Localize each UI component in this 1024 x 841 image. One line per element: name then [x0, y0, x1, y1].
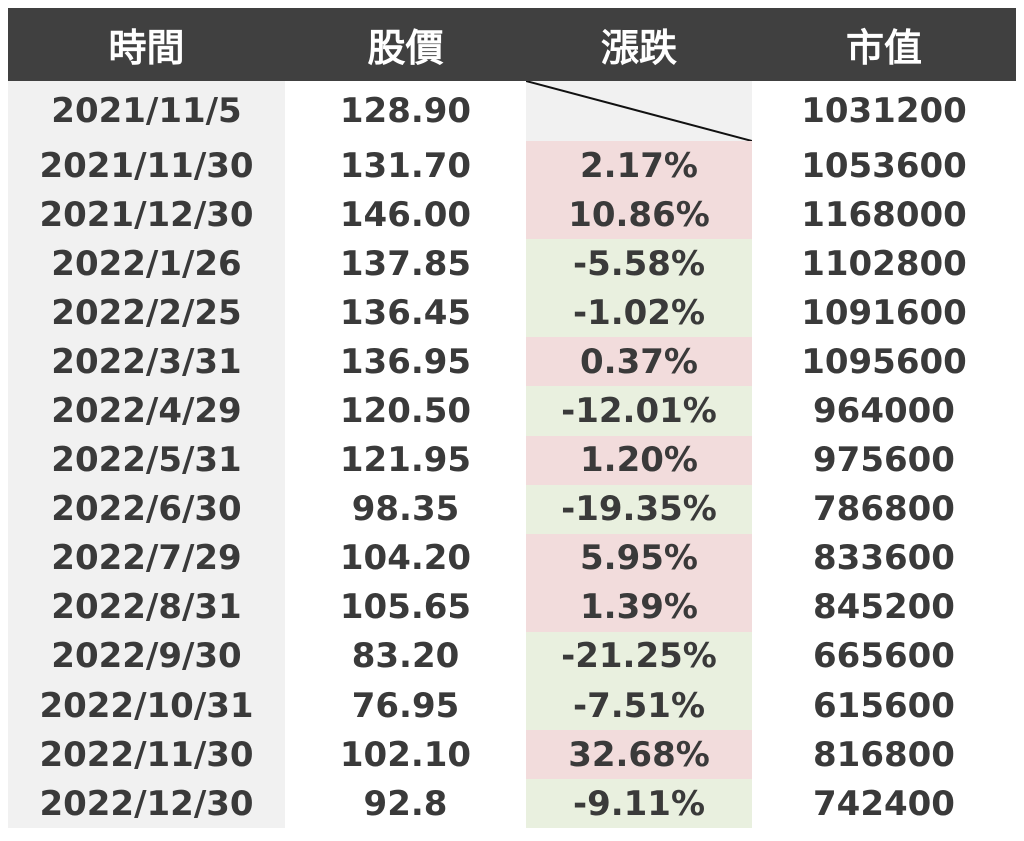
table-row: 2022/11/30 102.10 32.68% 816800 [8, 730, 1016, 780]
market-value-cell: 816800 [752, 730, 1016, 780]
table-row: 2022/7/29 104.20 5.95% 833600 [8, 533, 1016, 583]
market-value-cell: 1031200 [752, 81, 1016, 141]
price-cell: 92.8 [285, 779, 526, 829]
date-cell: 2022/7/29 [8, 533, 285, 583]
date-cell: 2022/11/30 [8, 730, 285, 780]
change-cell: 0.37% [526, 337, 752, 387]
date-cell: 2022/8/31 [8, 582, 285, 632]
table-row: 2022/2/25 136.45 -1.02% 1091600 [8, 288, 1016, 338]
table-row: 2022/9/30 83.20 -21.25% 665600 [8, 631, 1016, 682]
header-market-value: 市值 [845, 26, 922, 70]
date-cell: 2022/1/26 [8, 239, 285, 289]
price-cell: 83.20 [285, 631, 526, 682]
change-cell: 10.86% [526, 190, 752, 240]
price-cell: 131.70 [285, 141, 526, 191]
table-row: 2022/12/30 92.8 -9.11% 742400 [8, 779, 1016, 829]
change-cell: 2.17% [526, 141, 752, 191]
change-cell: -7.51% [526, 681, 752, 731]
header-change: 漲跌 [600, 26, 677, 70]
change-cell: -5.58% [526, 239, 752, 289]
table-row: 2022/3/31 136.95 0.37% 1095600 [8, 337, 1016, 387]
header-price: 股價 [367, 26, 444, 70]
table-row: 2022/10/31 76.95 -7.51% 615600 [8, 681, 1016, 731]
price-cell: 104.20 [285, 533, 526, 583]
price-cell: 137.85 [285, 239, 526, 289]
price-cell: 98.35 [285, 484, 526, 534]
market-value-cell: 742400 [752, 779, 1016, 829]
market-value-cell: 1168000 [752, 190, 1016, 240]
table-row: 2022/5/31 121.95 1.20% 975600 [8, 435, 1016, 485]
market-value-cell: 964000 [752, 386, 1016, 436]
date-cell: 2021/11/5 [8, 81, 285, 141]
change-cell: 1.20% [526, 435, 752, 485]
change-cell: 32.68% [526, 730, 752, 780]
date-cell: 2022/4/29 [8, 386, 285, 436]
date-cell: 2022/9/30 [8, 631, 285, 682]
market-value-cell: 1102800 [752, 239, 1016, 289]
price-cell: 121.95 [285, 435, 526, 485]
date-cell: 2021/11/30 [8, 141, 285, 191]
price-cell: 136.95 [285, 337, 526, 387]
market-value-cell: 833600 [752, 533, 1016, 583]
date-cell: 2022/10/31 [8, 681, 285, 731]
market-value-cell: 615600 [752, 681, 1016, 731]
table-row: 2022/8/31 105.65 1.39% 845200 [8, 582, 1016, 632]
date-cell: 2022/12/30 [8, 779, 285, 829]
table-row: 2021/11/5 128.90 1031200 [8, 81, 1016, 141]
price-cell: 102.10 [285, 730, 526, 780]
date-cell: 2021/12/30 [8, 190, 285, 240]
change-cell: 5.95% [526, 533, 752, 583]
date-cell: 2022/3/31 [8, 337, 285, 387]
diagonal-slash [526, 81, 752, 141]
date-cell: 2022/2/25 [8, 288, 285, 338]
change-cell: -19.35% [526, 484, 752, 534]
table-row: 2021/12/30 146.00 10.86% 1168000 [8, 190, 1016, 240]
price-cell: 120.50 [285, 386, 526, 436]
table-header: 時間 股價 漲跌 市值 [8, 8, 1016, 81]
change-cell: -21.25% [526, 631, 752, 682]
stock-table: 時間 股價 漲跌 市值 2021/11/5 128.90 1031200 2021/1… [8, 8, 1016, 829]
price-cell: 76.95 [285, 681, 526, 731]
header-date: 時間 [108, 26, 185, 70]
change-cell: -12.01% [526, 386, 752, 436]
price-cell: 105.65 [285, 582, 526, 632]
market-value-cell: 1053600 [752, 141, 1016, 191]
market-value-cell: 845200 [752, 582, 1016, 632]
table-row: 2022/6/30 98.35 -19.35% 786800 [8, 484, 1016, 534]
table-body: 2021/11/5 128.90 1031200 2021/11/30 131.70 2.… [8, 81, 1016, 829]
market-value-cell: 975600 [752, 435, 1016, 485]
date-cell: 2022/6/30 [8, 484, 285, 534]
table-row: 2022/4/29 120.50 -12.01% 964000 [8, 386, 1016, 436]
price-cell: 146.00 [285, 190, 526, 240]
price-cell: 136.45 [285, 288, 526, 338]
table-row: 2022/1/26 137.85 -5.58% 1102800 [8, 239, 1016, 289]
market-value-cell: 1091600 [752, 288, 1016, 338]
change-cell: -1.02% [526, 288, 752, 338]
date-cell: 2022/5/31 [8, 435, 285, 485]
change-cell-empty [526, 81, 752, 141]
market-value-cell: 665600 [752, 631, 1016, 682]
market-value-cell: 786800 [752, 484, 1016, 534]
change-cell: 1.39% [526, 582, 752, 632]
change-cell: -9.11% [526, 779, 752, 829]
price-cell: 128.90 [285, 81, 526, 141]
market-value-cell: 1095600 [752, 337, 1016, 387]
table-row: 2021/11/30 131.70 2.17% 1053600 [8, 141, 1016, 191]
